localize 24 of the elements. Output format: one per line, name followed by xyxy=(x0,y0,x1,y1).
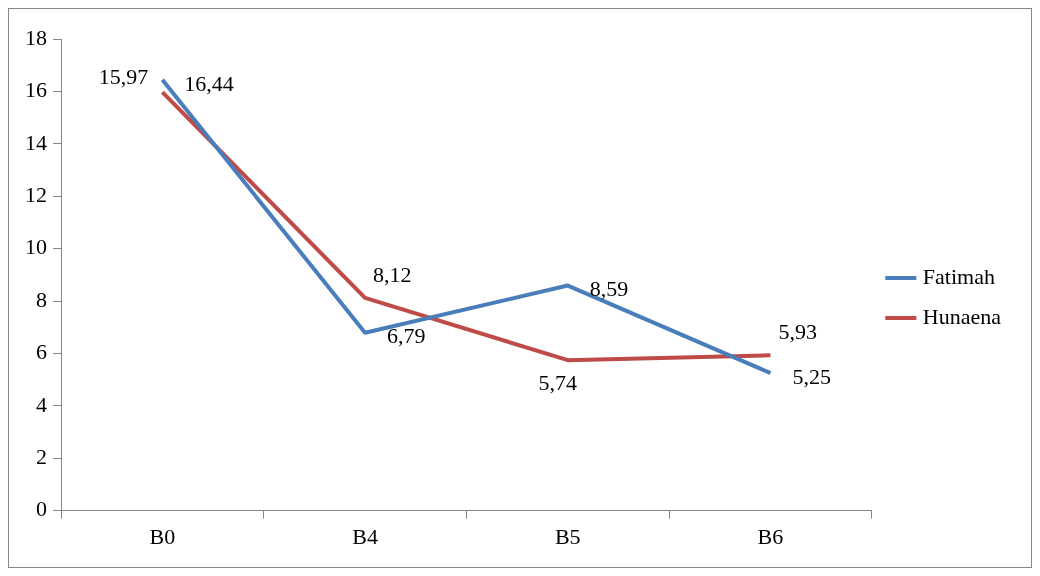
x-tick-label: B6 xyxy=(757,523,784,549)
data-label: 5,93 xyxy=(778,319,817,345)
legend-label: Fatimah xyxy=(922,263,995,289)
data-label: 6,79 xyxy=(387,323,426,349)
data-label: 15,97 xyxy=(98,63,149,89)
x-tick-label: B0 xyxy=(149,523,176,549)
y-tick-label: 10 xyxy=(25,234,47,260)
x-tick-label: B5 xyxy=(554,523,581,549)
y-tick-label: 12 xyxy=(25,181,47,207)
y-tick-label: 16 xyxy=(25,77,47,103)
data-label: 8,59 xyxy=(589,276,629,302)
data-label: 16,44 xyxy=(184,70,234,96)
y-tick-label: 2 xyxy=(36,443,47,469)
y-tick-label: 0 xyxy=(36,496,47,522)
y-tick-label: 6 xyxy=(36,339,47,365)
y-tick-label: 18 xyxy=(25,24,47,50)
y-tick-label: 8 xyxy=(36,286,47,312)
data-label: 8,12 xyxy=(373,261,412,287)
data-label: 5,25 xyxy=(792,363,831,389)
data-label: 5,74 xyxy=(538,369,578,395)
y-tick-label: 4 xyxy=(36,391,47,417)
x-tick-label: B4 xyxy=(352,523,378,549)
legend-label: Hunaena xyxy=(922,303,1002,329)
y-tick-label: 14 xyxy=(25,129,47,155)
